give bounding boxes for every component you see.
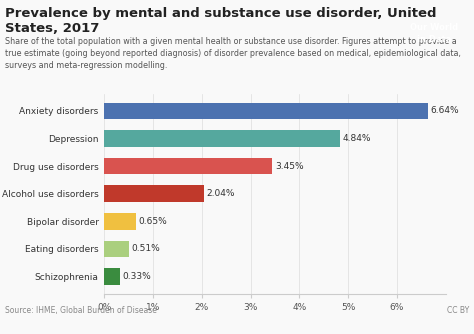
Text: 2.04%: 2.04% [206, 189, 235, 198]
Bar [104, 268, 120, 285]
Bar [104, 240, 129, 257]
Bar [104, 103, 428, 119]
Bar [104, 185, 204, 202]
Text: 0.51%: 0.51% [132, 244, 160, 254]
Text: 0.65%: 0.65% [138, 217, 167, 226]
Text: 6.64%: 6.64% [430, 107, 459, 116]
Bar [104, 158, 273, 174]
Text: CC BY: CC BY [447, 306, 469, 315]
Text: Our World
in Data: Our World in Data [410, 23, 458, 44]
Text: 0.33%: 0.33% [123, 272, 152, 281]
Text: 4.84%: 4.84% [343, 134, 371, 143]
Bar [104, 130, 340, 147]
Text: Prevalence by mental and substance use disorder, United States, 2017: Prevalence by mental and substance use d… [5, 7, 436, 35]
Text: Source: IHME, Global Burden of Disease: Source: IHME, Global Burden of Disease [5, 306, 156, 315]
Bar [104, 213, 136, 229]
Text: Share of the total population with a given mental health or substance use disord: Share of the total population with a giv… [5, 37, 461, 70]
Text: 3.45%: 3.45% [275, 162, 303, 171]
